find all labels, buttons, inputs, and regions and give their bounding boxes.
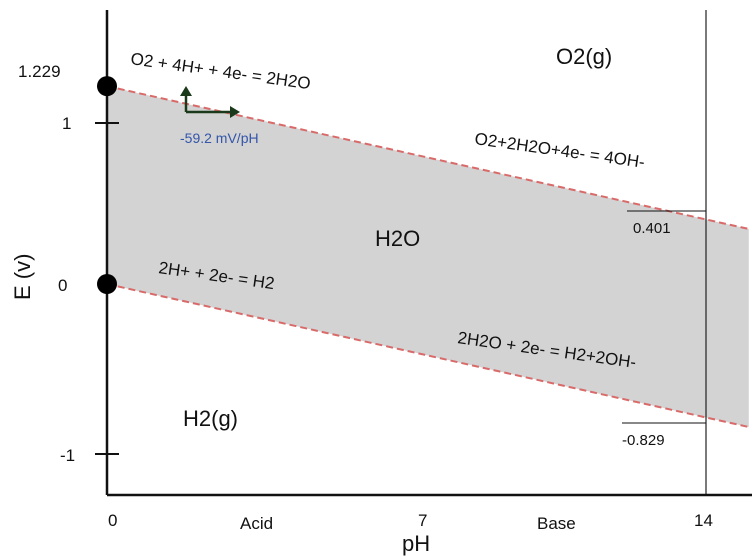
h2-value-at-14: -0.829 <box>622 432 665 449</box>
x-axis-title: pH <box>402 531 430 556</box>
o2-intercept-marker <box>97 76 117 96</box>
acid-label: Acid <box>240 514 273 533</box>
x-tick-label-0: 0 <box>108 511 117 530</box>
h2-intercept-marker <box>97 274 117 294</box>
y-tick-label-neg1: -1 <box>60 446 75 465</box>
x-tick-label-7: 7 <box>418 511 427 530</box>
equation-o2-base: O2+2H2O+4e- = 4OH- <box>473 129 645 172</box>
y-tick-label-1229: 1.229 <box>18 62 61 81</box>
slope-arrow-icon <box>180 86 240 118</box>
o2-value-at-14: 0.401 <box>633 220 671 237</box>
slope-label: -59.2 mV/pH <box>180 130 259 146</box>
y-axis-title: E (v) <box>10 254 35 300</box>
equation-o2-acid: O2 + 4H+ + 4e- = 2H2O <box>129 49 311 93</box>
region-label-h2o: H2O <box>375 226 420 251</box>
y-tick-label-0: 0 <box>58 276 67 295</box>
x-tick-label-14: 14 <box>694 511 713 530</box>
region-label-o2: O2(g) <box>556 44 612 69</box>
y-tick-label-1: 1 <box>62 114 71 133</box>
base-label: Base <box>537 514 576 533</box>
region-label-h2: H2(g) <box>183 406 238 431</box>
